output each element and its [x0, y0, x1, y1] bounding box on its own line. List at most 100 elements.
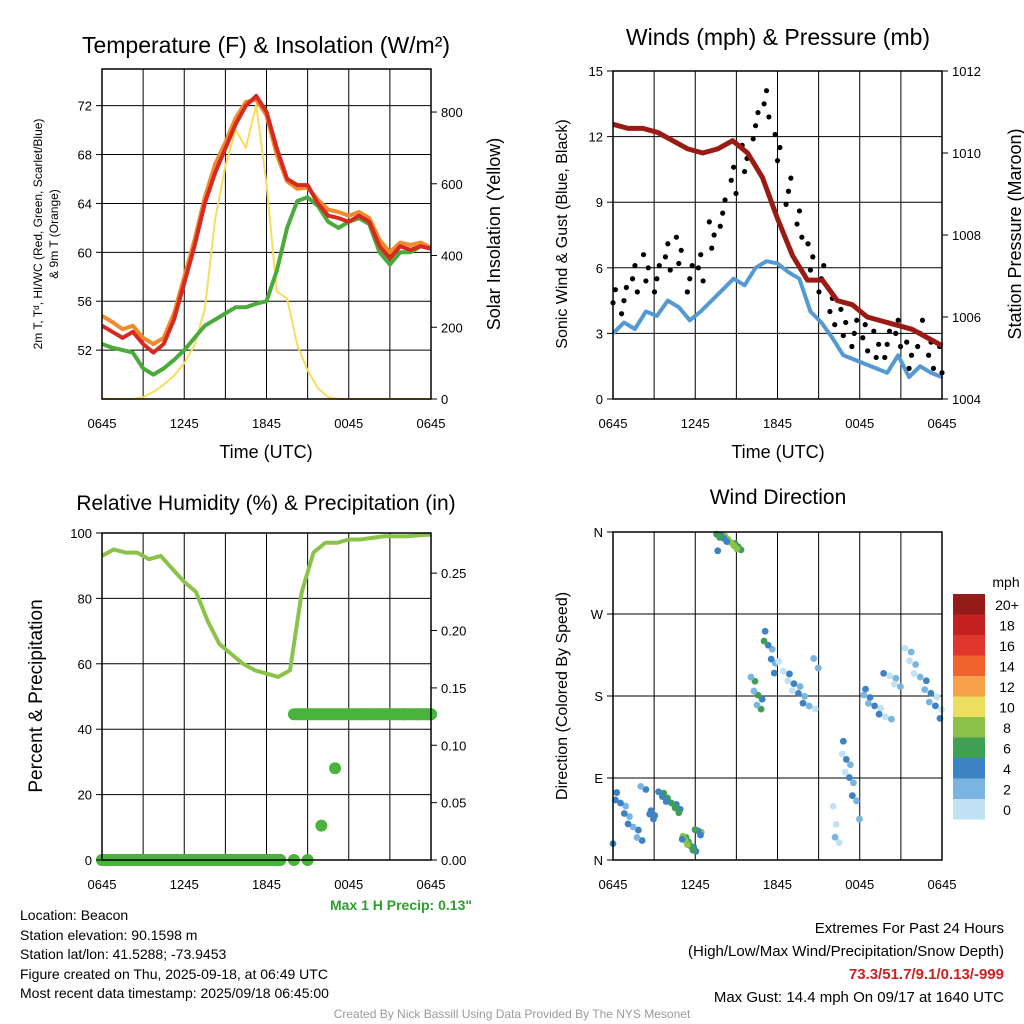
gust-point [709, 245, 715, 251]
relative-humidity-line [101, 532, 432, 679]
winds-chart-title: Winds (mph) & Pressure (mb) [626, 24, 930, 50]
x-tick-label: 0645 [417, 416, 446, 431]
gust-point [752, 123, 759, 129]
wind-direction-point [850, 779, 857, 787]
wind-direction-point [723, 538, 731, 545]
wind-direction-point [916, 673, 924, 681]
extremes-values: 73.3/51.7/9.1/0.13/-999 [848, 966, 1004, 983]
wind-direction-point [933, 693, 941, 701]
wind-direction-point [784, 677, 792, 685]
extremes-subtitle: (High/Low/Max Wind/Precipitation/Snow De… [688, 943, 1004, 960]
gust-point [893, 330, 899, 336]
y-tick-label: S [594, 689, 603, 704]
x-tick-label: 1245 [170, 416, 199, 431]
gust-point [865, 348, 871, 354]
y2-tick-label: 1006 [952, 310, 981, 325]
x-tick-label: 0045 [334, 877, 363, 892]
precipitation-point [315, 819, 328, 832]
y-tick-label: 72 [78, 99, 92, 114]
wind-direction-point [912, 661, 920, 668]
legend-swatch [953, 676, 985, 697]
wind-direction-point [770, 669, 778, 677]
gust-point [662, 254, 669, 260]
gust-point [882, 354, 888, 361]
wind-direction-point [835, 839, 843, 846]
gust-point [926, 352, 932, 358]
gust-point [805, 241, 811, 247]
gust-point [840, 332, 846, 339]
wind-direction-point [922, 677, 930, 685]
gust-point [665, 241, 671, 247]
wind-direction-point [638, 837, 646, 844]
gust-point [706, 219, 712, 225]
wind-direction-point [810, 655, 818, 662]
precipitation-point [329, 762, 342, 775]
y-tick-label: 3 [596, 326, 603, 341]
wind-direction-point [646, 810, 654, 818]
insolation-y-axis-title: Solar Insolation (Yellow) [484, 138, 504, 330]
wind-direction-point [832, 821, 840, 828]
gust-point [717, 223, 723, 229]
y-tick-label: 100 [70, 526, 92, 541]
gust-point [634, 289, 640, 295]
gust-point [785, 188, 792, 194]
wind-direction-point [754, 691, 762, 699]
wind-direction-point [842, 755, 850, 763]
wind-direction-point [841, 768, 849, 776]
legend-label: 6 [1003, 741, 1011, 757]
y-tick-label: 15 [589, 64, 603, 79]
legend-label: 0 [1003, 802, 1011, 818]
wind-direction-point [613, 789, 621, 796]
temperature-axis-ticks: 0645 1245 1845 0045 0645 52 56 60 64 68 72 0 200 400 6… [78, 99, 463, 431]
wind-direction-point [624, 820, 632, 828]
wind-direction-point [617, 799, 624, 807]
credit-line: Created By Nick Bassill Using Data Provi… [333, 1007, 691, 1021]
wind-direction-point [864, 699, 872, 707]
wind-direction-point [747, 673, 755, 681]
gust-point [720, 210, 726, 216]
y-tick-label: 80 [78, 591, 92, 606]
wind-direction-y-axis-title: Direction (Colored By Speed) [554, 592, 571, 800]
wind-direction-point [761, 627, 769, 635]
y2-tick-label: 200 [441, 320, 463, 335]
temperature-panel: Temperature (F) & Insolation (W/m²) 0645… [31, 32, 504, 462]
y-tick-label: N [594, 525, 603, 540]
wind-direction-point [848, 792, 856, 800]
legend-label: 2 [1003, 782, 1011, 798]
station-latlon: Station lat/lon: 41.5288; -73.9453 [20, 946, 227, 963]
legend-swatch [953, 799, 985, 820]
speed-color-legend: 20+ 18 16 14 12 10 8 6 4 2 0 [953, 594, 1019, 820]
max-precip-annotation: Max 1 H Precip: 0.13" [330, 897, 472, 913]
wind-direction-point [629, 823, 637, 831]
wind-direction-point [856, 815, 863, 823]
wind-direction-points [609, 530, 945, 855]
wind-direction-point [880, 669, 888, 677]
gust-point [854, 317, 860, 323]
gust-point [643, 278, 649, 284]
x-tick-label: 0045 [845, 416, 874, 431]
legend-label: 10 [999, 700, 1015, 716]
gust-point [886, 328, 893, 334]
wind-direction-point [684, 841, 691, 849]
temperature-y-axis-title-line2: & 9m T (Orange) [47, 189, 61, 279]
wind-direction-point [814, 664, 822, 672]
y-tick-label: 68 [78, 148, 92, 163]
y2-tick-label: 1008 [952, 228, 981, 243]
y2-tick-label: 0.20 [441, 624, 466, 639]
sonic-wind-line [611, 259, 943, 380]
wind-direction-point [796, 683, 804, 690]
wind-direction-point [795, 690, 802, 697]
x-tick-label: 1845 [252, 877, 281, 892]
winds-grid [613, 70, 942, 400]
legend-swatch [953, 614, 985, 635]
y-tick-label: 0 [596, 392, 603, 407]
gust-point [794, 221, 800, 227]
wind-direction-point [626, 813, 633, 820]
gust-point [862, 322, 868, 328]
wind-direction-point [760, 637, 768, 645]
wind-direction-point [881, 713, 889, 721]
wind-direction-point [620, 810, 628, 817]
wind-direction-point [838, 750, 846, 758]
wind-direction-point [877, 704, 885, 712]
wind-direction-point [767, 655, 775, 663]
